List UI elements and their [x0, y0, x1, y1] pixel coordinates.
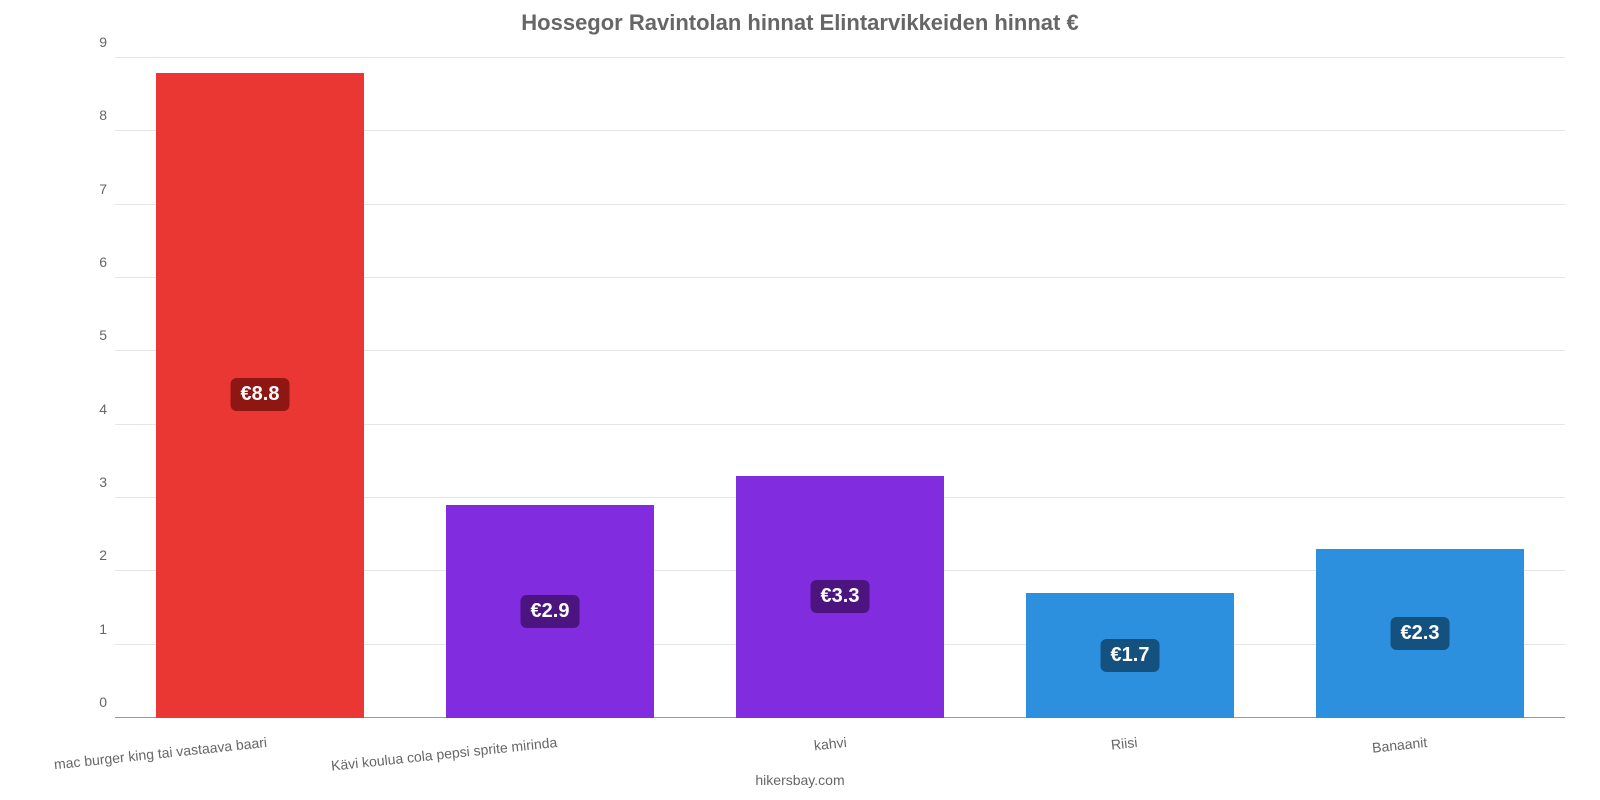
footer-text: hikersbay.com: [0, 772, 1600, 788]
x-tick-label: kahvi: [813, 734, 847, 753]
bar-chart: Hossegor Ravintolan hinnat Elintarvikkei…: [0, 0, 1600, 800]
gridline: [115, 57, 1565, 58]
y-tick-label: 8: [99, 107, 107, 123]
y-tick-label: 0: [99, 694, 107, 710]
y-tick-label: 3: [99, 474, 107, 490]
value-label: €3.3: [811, 580, 870, 613]
value-label: €2.9: [521, 595, 580, 628]
y-tick-label: 4: [99, 401, 107, 417]
x-tick-label: Riisi: [1110, 734, 1138, 753]
value-label: €1.7: [1101, 639, 1160, 672]
chart-title: Hossegor Ravintolan hinnat Elintarvikkei…: [0, 10, 1600, 36]
y-tick-label: 2: [99, 547, 107, 563]
plot-area: 0123456789€8.8mac burger king tai vastaa…: [115, 58, 1565, 718]
y-tick-label: 6: [99, 254, 107, 270]
y-tick-label: 7: [99, 181, 107, 197]
x-tick-label: mac burger king tai vastaava baari: [53, 734, 268, 772]
value-label: €2.3: [1391, 617, 1450, 650]
y-tick-label: 5: [99, 327, 107, 343]
x-tick-label: Kävi koulua cola pepsi sprite mirinda: [330, 734, 558, 774]
value-label: €8.8: [231, 378, 290, 411]
y-tick-label: 9: [99, 34, 107, 50]
y-tick-label: 1: [99, 621, 107, 637]
x-tick-label: Banaanit: [1371, 734, 1428, 756]
